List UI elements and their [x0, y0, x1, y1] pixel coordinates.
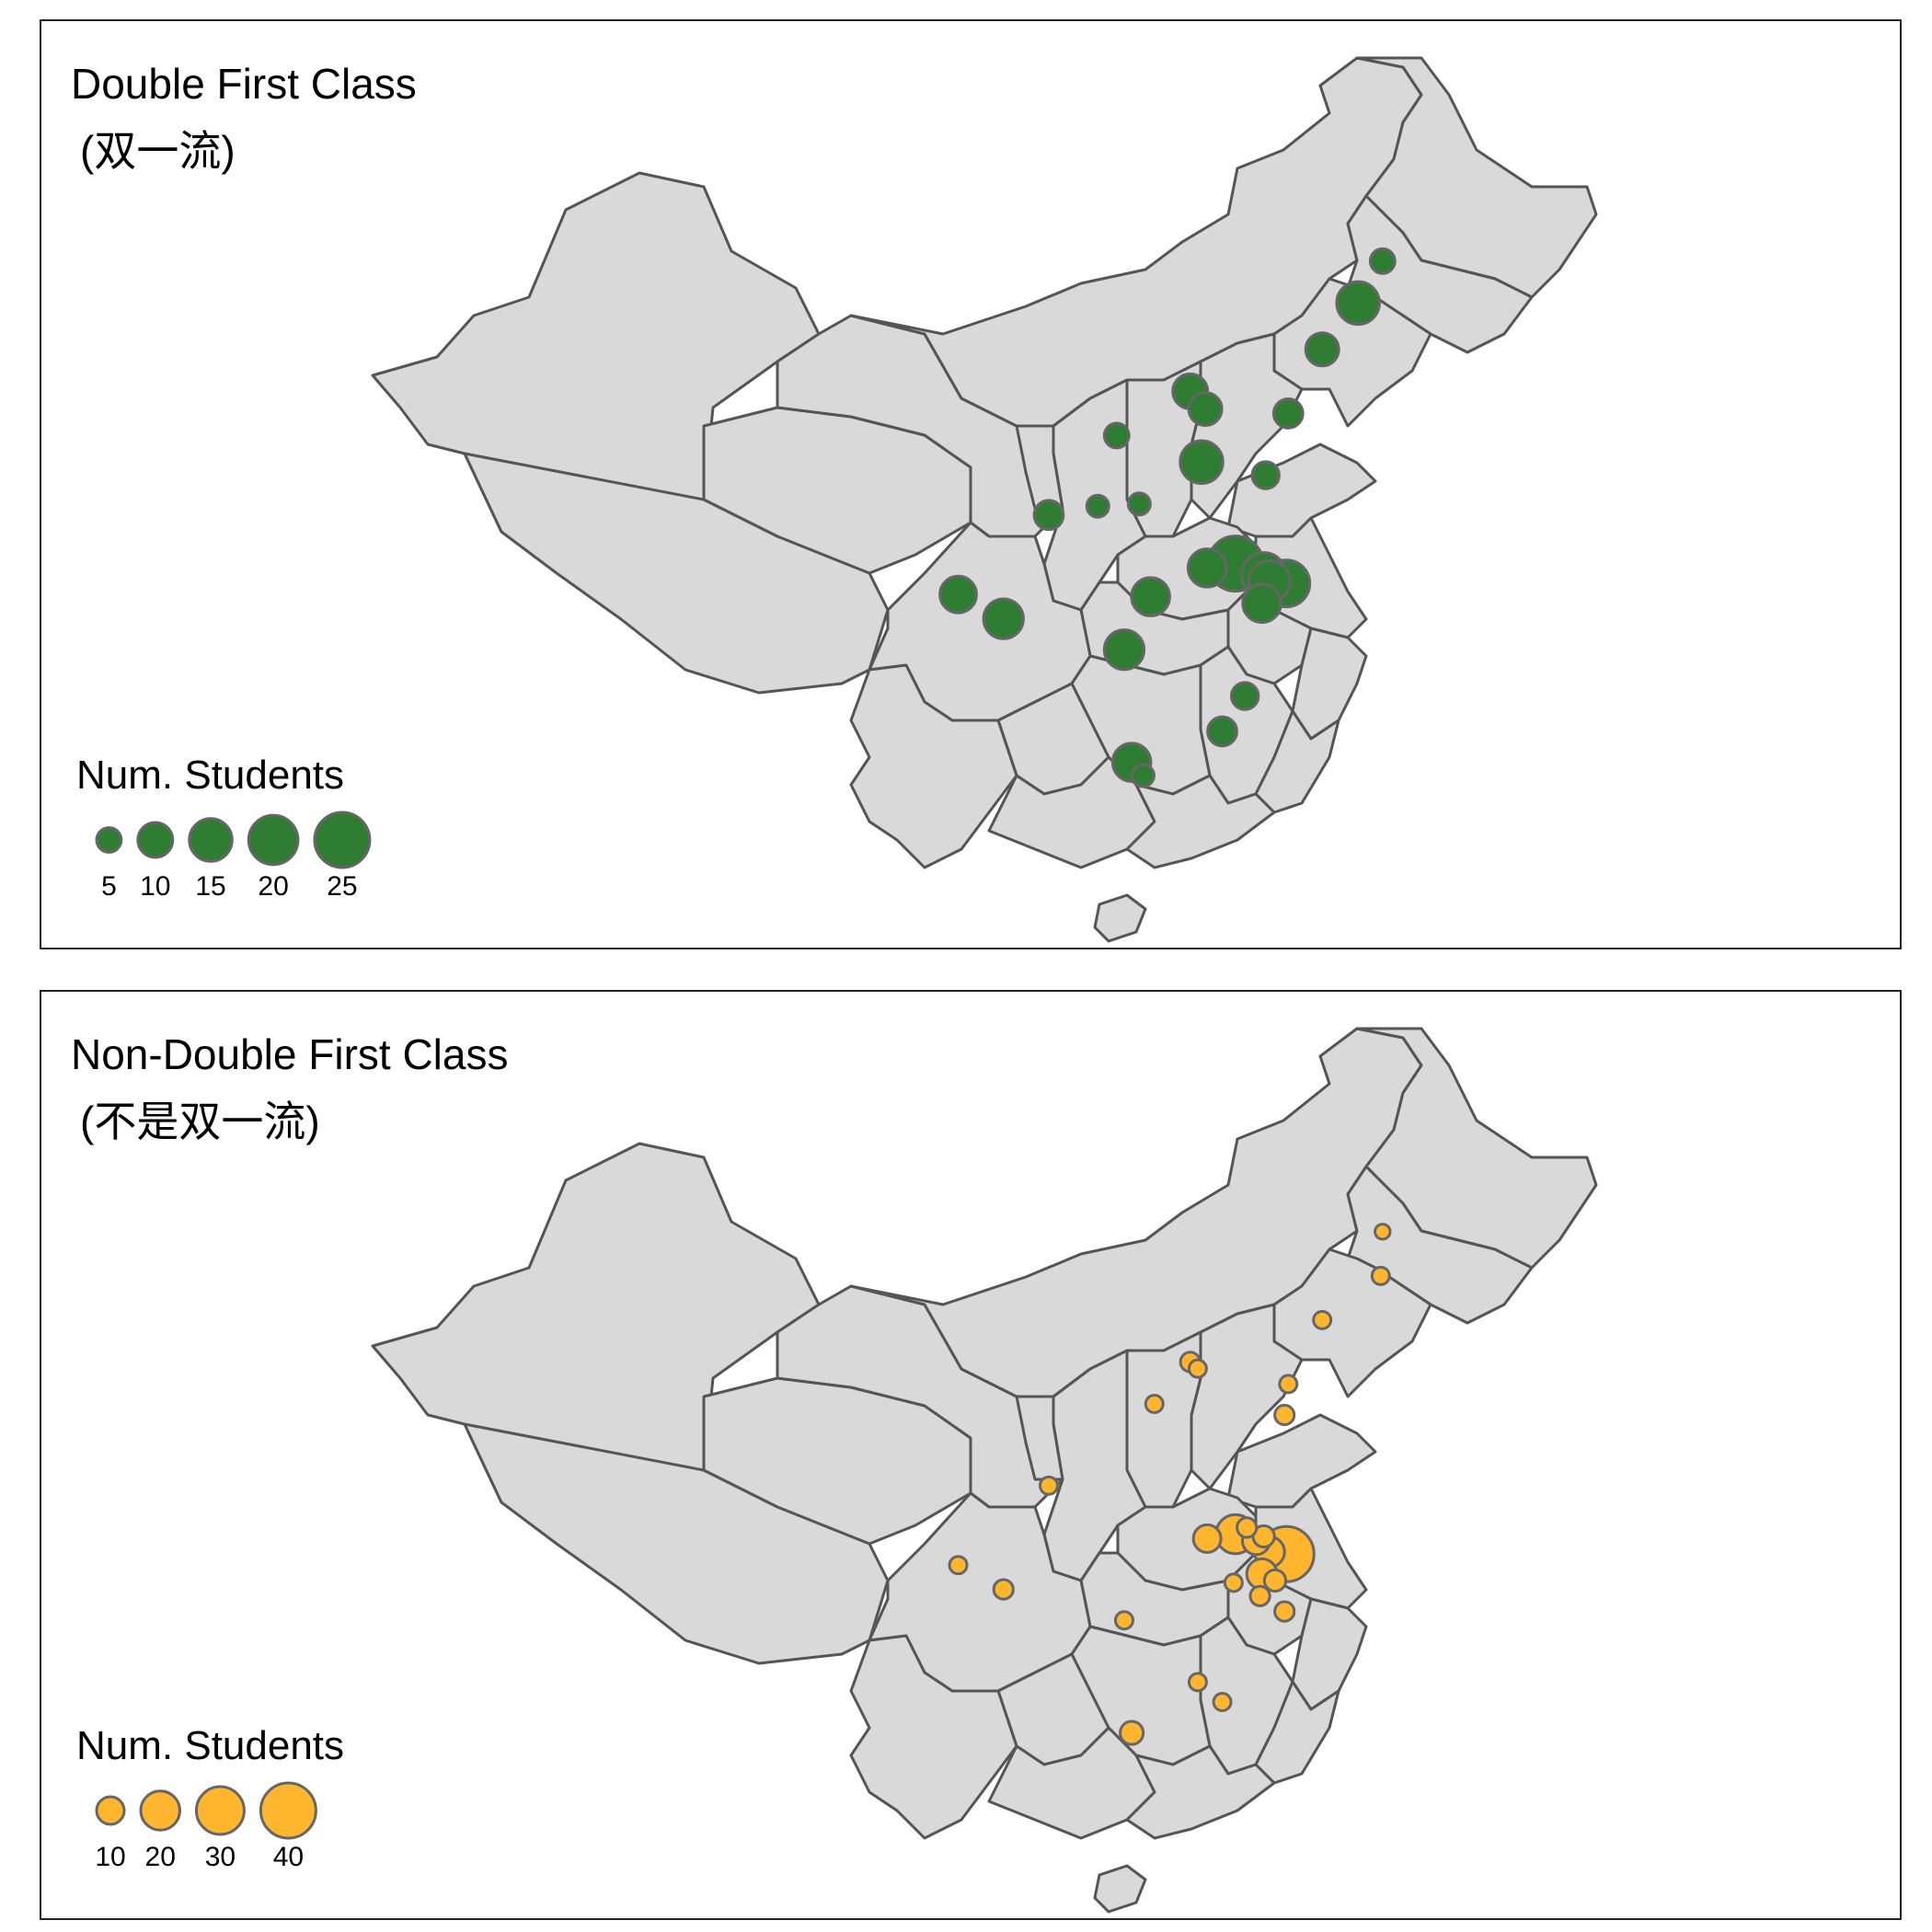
province-shandong — [1226, 1413, 1377, 1509]
province-hainan — [1093, 1864, 1147, 1914]
student-bubble — [1130, 763, 1156, 788]
province-jilin — [1346, 1165, 1534, 1325]
province-jilin — [1346, 194, 1534, 354]
student-bubble — [1212, 1692, 1233, 1712]
legend-title: Num. Students — [76, 753, 345, 798]
student-bubble — [1229, 681, 1260, 711]
student-bubble — [1273, 1403, 1296, 1427]
legend-label: 25 — [327, 871, 357, 902]
legend-bubble — [259, 1781, 317, 1840]
map-panel-double-first-class: 5 10 15 20 25 Double First Class (双一流) Num. … — [40, 19, 1902, 949]
china-map: 5 10 15 20 25 — [95, 56, 1598, 943]
student-bubble — [1262, 1568, 1288, 1593]
student-bubble — [1370, 1265, 1391, 1286]
legend-label: 15 — [195, 871, 225, 902]
student-bubble — [1206, 715, 1238, 748]
bubble-layer — [948, 1223, 1392, 1746]
student-bubble — [1374, 1223, 1392, 1241]
student-bubble — [1236, 1516, 1259, 1539]
student-bubble — [1248, 1584, 1271, 1607]
student-bubble — [992, 1578, 1015, 1601]
student-bubble — [1186, 547, 1228, 589]
province-shapes — [371, 1027, 1598, 1914]
province-guangdong — [1125, 774, 1276, 869]
province-shapes — [371, 56, 1598, 943]
bubble-layer — [938, 247, 1397, 788]
legend-label: 20 — [145, 1842, 176, 1872]
legend-bubble — [136, 821, 175, 859]
map-subtitle: (不是双一流) — [80, 1098, 320, 1145]
legend-bubble — [313, 811, 372, 869]
legend-bubble — [95, 826, 123, 854]
student-bubble — [948, 1555, 969, 1576]
student-bubble — [1187, 1672, 1208, 1693]
map-title: Double First Class — [71, 60, 417, 108]
province-ningxia — [1015, 1395, 1064, 1481]
legend-label: 30 — [205, 1842, 236, 1872]
student-bubble — [1271, 397, 1305, 430]
student-bubble — [1119, 1719, 1145, 1746]
legend-title: Num. Students — [76, 1723, 345, 1768]
legend: 10 20 30 40 — [95, 1781, 317, 1872]
student-bubble — [1335, 280, 1381, 327]
student-bubble — [1113, 1610, 1134, 1631]
student-bubble — [1126, 491, 1152, 517]
student-bubble — [1085, 493, 1110, 519]
legend-bubble — [188, 817, 234, 863]
legend-bubble — [194, 1785, 246, 1836]
student-bubble — [1304, 331, 1340, 368]
legend-bubble — [247, 813, 300, 867]
province-shandong — [1226, 443, 1377, 538]
student-bubble — [982, 597, 1025, 640]
legend: 5 10 15 20 25 — [95, 811, 372, 902]
province-hainan — [1093, 893, 1147, 943]
legend-label: 10 — [140, 871, 170, 902]
province-guangdong — [1125, 1744, 1276, 1840]
student-bubble — [1179, 439, 1225, 485]
legend-bubble — [95, 1795, 126, 1826]
student-bubble — [1312, 1309, 1333, 1330]
student-bubble — [1187, 1358, 1208, 1379]
student-bubble — [1223, 1572, 1244, 1593]
student-bubble — [1278, 1374, 1299, 1395]
student-bubble — [1032, 499, 1065, 532]
student-bubble — [1250, 460, 1281, 490]
student-bubble — [1191, 1523, 1223, 1554]
map-panel-non-double-first-class: 10 20 30 40 Non-Double First Class (不是双一流) … — [40, 990, 1902, 1920]
student-bubble — [1187, 391, 1224, 428]
legend-label: 10 — [95, 1842, 125, 1872]
student-bubble — [1241, 582, 1282, 625]
student-bubble — [1102, 628, 1146, 672]
student-bubble — [938, 574, 978, 615]
student-bubble — [1130, 576, 1171, 617]
map-title: Non-Double First Class — [71, 1030, 509, 1078]
student-bubble — [1273, 1600, 1296, 1623]
china-map: 10 20 30 40 — [95, 1027, 1598, 1914]
student-bubble — [1368, 247, 1397, 275]
legend-bubble — [139, 1789, 181, 1832]
legend-label: 40 — [273, 1842, 304, 1872]
student-bubble — [1144, 1394, 1165, 1414]
student-bubble — [1038, 1475, 1059, 1496]
student-bubble — [1102, 421, 1131, 450]
province-yunnan — [849, 1634, 1018, 1840]
map-subtitle: (双一流) — [80, 127, 236, 175]
province-yunnan — [849, 663, 1018, 869]
legend-label: 5 — [101, 871, 117, 902]
legend-label: 20 — [258, 871, 288, 902]
